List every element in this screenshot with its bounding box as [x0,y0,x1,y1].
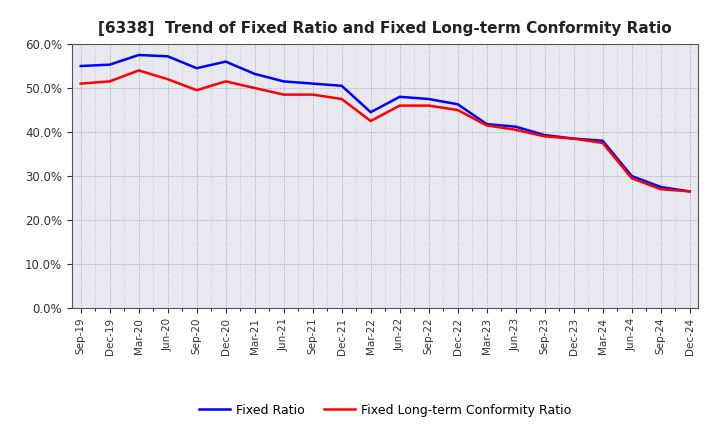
Fixed Ratio [395,94,404,99]
Fixed Long-term Conformity Ratio [395,103,404,108]
Fixed Long-term Conformity Ratio [511,127,520,132]
Fixed Long-term Conformity Ratio [76,81,85,86]
Fixed Long-term Conformity Ratio [221,79,230,84]
Fixed Ratio [454,102,462,107]
Fixed Ratio [424,96,433,102]
Fixed Ratio [657,184,665,190]
Fixed Ratio [279,79,288,84]
Legend: Fixed Ratio, Fixed Long-term Conformity Ratio: Fixed Ratio, Fixed Long-term Conformity … [194,399,577,422]
Line: Fixed Ratio: Fixed Ratio [81,55,690,191]
Fixed Long-term Conformity Ratio [424,103,433,108]
Fixed Ratio [627,173,636,179]
Fixed Long-term Conformity Ratio [192,88,201,93]
Fixed Long-term Conformity Ratio [627,176,636,181]
Fixed Ratio [76,63,85,69]
Fixed Ratio [482,121,491,127]
Fixed Ratio [511,124,520,129]
Fixed Ratio [105,62,114,67]
Fixed Ratio [541,132,549,138]
Fixed Long-term Conformity Ratio [598,140,607,146]
Fixed Long-term Conformity Ratio [163,77,172,82]
Fixed Long-term Conformity Ratio [251,85,259,91]
Fixed Long-term Conformity Ratio [135,68,143,73]
Fixed Long-term Conformity Ratio [366,118,375,124]
Fixed Long-term Conformity Ratio [454,107,462,113]
Fixed Ratio [570,136,578,141]
Fixed Ratio [192,66,201,71]
Fixed Ratio [308,81,317,86]
Fixed Long-term Conformity Ratio [279,92,288,97]
Fixed Long-term Conformity Ratio [541,134,549,139]
Fixed Ratio [221,59,230,64]
Fixed Ratio [135,52,143,58]
Fixed Long-term Conformity Ratio [482,123,491,128]
Fixed Ratio [366,110,375,115]
Fixed Long-term Conformity Ratio [570,136,578,141]
Fixed Ratio [163,54,172,59]
Title: [6338]  Trend of Fixed Ratio and Fixed Long-term Conformity Ratio: [6338] Trend of Fixed Ratio and Fixed Lo… [99,21,672,36]
Fixed Ratio [251,71,259,77]
Fixed Long-term Conformity Ratio [308,92,317,97]
Fixed Long-term Conformity Ratio [338,96,346,102]
Fixed Long-term Conformity Ratio [685,189,694,194]
Fixed Ratio [338,83,346,88]
Fixed Long-term Conformity Ratio [105,79,114,84]
Fixed Ratio [685,189,694,194]
Line: Fixed Long-term Conformity Ratio: Fixed Long-term Conformity Ratio [81,70,690,191]
Fixed Long-term Conformity Ratio [657,187,665,192]
Fixed Ratio [598,138,607,143]
